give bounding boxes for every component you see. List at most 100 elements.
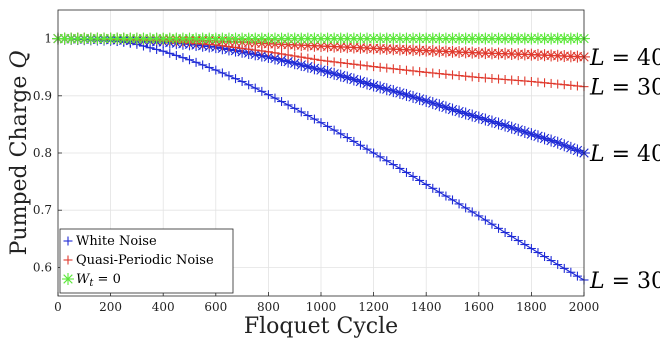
series-quasi-periodic-noise-l30-marker [467,72,477,82]
series-white-noise-l30-marker [540,252,550,262]
series-white-noise-l30-marker [487,219,497,229]
series-white-noise-l40-marker [420,94,433,107]
series-white-noise-l30-marker [237,77,247,86]
series-white-noise-l30-marker [553,260,563,270]
x-tick-label-800: 800 [257,300,280,314]
series-quasi-periodic-noise-l30-marker [441,69,451,79]
series-w-t-0-l40-marker [538,32,551,45]
series-white-noise-l40-marker [453,105,466,118]
series-white-noise-l40-marker [446,103,459,116]
x-tick-label-1400: 1400 [411,300,442,314]
series-quasi-periodic-noise-l30-marker [415,67,425,77]
series-w-t-0-l40-marker [262,32,275,45]
series-quasi-periodic-noise-l30-marker [572,81,582,91]
series-white-noise-l30-marker [303,111,313,121]
series-white-noise-l40-marker [374,81,387,94]
series-white-noise-l30-marker [198,60,208,70]
series-white-noise-l30-marker [395,163,405,173]
series-w-t-0-l40-marker [288,32,301,45]
series-w-t-0-l40-marker [551,32,564,45]
series-white-noise-l30-marker [448,195,457,205]
series-white-noise-l30-marker [500,228,510,238]
series-white-noise-l30-marker [434,187,444,197]
series-white-noise-l30-marker [467,207,477,217]
series-quasi-periodic-noise-l30-marker [290,51,300,61]
series-white-noise-l30-marker [559,263,569,273]
series-white-noise-l40-marker [433,99,446,112]
series-quasi-periodic-noise-l30-marker [533,77,543,87]
series-white-noise-l30-marker [454,199,464,209]
x-tick-label-1800: 1800 [516,300,547,314]
series-quasi-periodic-noise-l30-marker [303,53,313,63]
series-white-noise-l30-marker [375,152,385,162]
series-quasi-periodic-noise-l30-marker [309,54,319,64]
series-white-noise-l30-marker [204,62,214,72]
series-w-t-0-l40-marker [236,32,249,45]
series-white-noise-l30-marker [290,103,300,113]
series-white-noise-l30-marker [231,74,241,84]
series-quasi-periodic-noise-l30-marker [382,63,392,73]
series-white-noise-l40-marker [321,65,334,78]
plot-frame [57,9,585,297]
series-w-t-0-l40-marker [137,32,150,45]
series-white-noise-l30-marker [316,118,326,128]
series-white-noise-l30-marker [408,171,418,181]
series-quasi-periodic-noise-l30-marker [296,52,306,62]
series-quasi-periodic-noise-l30-marker [461,71,471,81]
series-white-noise-l30-marker [178,53,188,63]
series-white-noise-l30-marker [211,65,221,75]
series-white-noise-l40-marker [380,83,393,96]
series-white-noise-l30-marker [158,46,168,56]
series-white-noise-l30-marker [415,175,425,185]
series-white-noise-l30-marker [283,100,293,110]
series-white-noise-l30-marker [362,144,372,154]
series-white-noise-l30-marker [382,156,392,166]
series-white-noise-l40-marker [301,60,314,73]
series-white-noise-l30-marker [263,90,273,100]
legend-label-white-noise: White Noise [76,234,157,249]
series-quasi-periodic-noise-l30-marker [546,78,556,88]
series-quasi-periodic-noise-l30-marker [559,80,569,90]
y-tick-label-1: 1 [44,32,52,46]
annotation-l-1: L = 30 [589,76,660,101]
series-quasi-periodic-noise-l30-marker [401,65,411,75]
series-quasi-periodic-noise-l30-marker [277,49,287,59]
series-white-noise-l30-marker [507,232,517,242]
series-quasi-periodic-noise-l30-marker [566,80,576,90]
series-white-noise-l40-marker [512,123,525,136]
series-white-noise-l30-marker [342,133,352,143]
series-quasi-periodic-noise-l30-marker [434,69,444,79]
series-white-noise-l30-marker [257,86,267,96]
series-white-noise-l30-marker [513,236,523,246]
series-w-t-0-l40-marker [439,32,452,45]
legend: White Noise Quasi-Periodic Noise Wt = 0 [59,228,234,294]
annotation-l-3: L = 30 [589,269,660,294]
series-quasi-periodic-noise-l30-marker [283,50,293,60]
series-w-t-0-l40-marker [341,32,354,45]
series-w-t-0-l40 [52,32,590,45]
series-white-noise-l30-marker [572,271,582,281]
series-quasi-periodic-noise-l30-marker [349,59,359,69]
series-w-t-0-l40-marker [466,32,479,45]
series-white-noise-l30-marker [323,121,333,131]
series-quasi-periodic-noise-l30-marker [395,64,405,74]
legend-marker-0 [63,236,73,246]
series-quasi-periodic-noise-l30-marker [323,56,333,66]
series-white-noise-l30-marker [401,167,411,177]
series-white-noise-l30-marker [480,215,490,225]
x-tick-label-1600: 1600 [464,300,495,314]
series-w-t-0-l40-marker [255,32,268,45]
series-w-t-0-l40-marker [209,32,222,45]
series-white-noise-l30-marker [336,129,346,139]
series-w-t-0-l40-marker [347,32,360,45]
series-white-noise-l30-marker [388,160,398,170]
series-white-noise-l30-marker [461,203,471,213]
x-axis-title: Floquet Cycle [244,314,398,339]
series-w-t-0-l40-marker [104,32,117,45]
series-white-noise-l30-marker [474,211,484,221]
legend-markers [62,236,74,285]
series-w-t-0-l40-marker [124,32,137,45]
series-quasi-periodic-noise-l30-marker [355,60,365,70]
series-quasi-periodic-noise-l30-marker [369,62,379,72]
series-white-noise-l30-marker [185,55,194,65]
